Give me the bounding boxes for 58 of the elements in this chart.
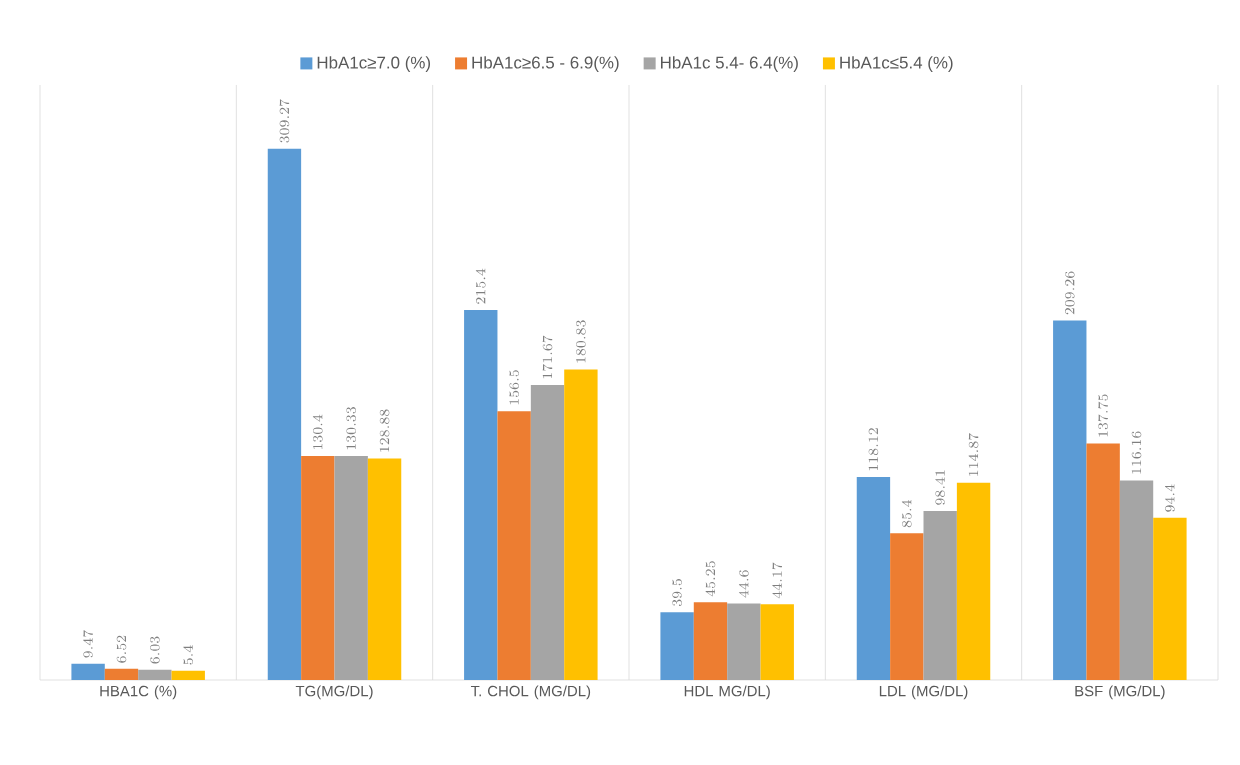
data-label: 39 . 5 <box>672 579 682 607</box>
x-tick-label: LDL (MG/DL) <box>879 685 968 700</box>
data-label: 114. 87 <box>968 433 979 476</box>
data-label: 156 . 5 <box>509 370 519 405</box>
data-label: 98 .41 <box>935 470 945 505</box>
bar <box>334 456 368 680</box>
data-label: 6 . 03 <box>150 636 160 664</box>
x-tick-label: HDL MG/DL) <box>684 685 770 700</box>
x-tick-label: HBA1C (%) <box>100 685 177 700</box>
bar <box>71 663 105 680</box>
bar <box>267 148 302 680</box>
data-label: 128 . 88 <box>379 409 390 452</box>
legend-label: HbA1c≥7.0 (%) <box>317 56 431 72</box>
legend-label: HbA1c≥6.5 - 6.9(%) <box>472 56 619 72</box>
data-label: 171 . 67 <box>542 335 553 379</box>
data-label: 137. 75 <box>1098 394 1108 437</box>
data-label: 130 .4 <box>312 414 323 450</box>
data-label: 45 . 25 <box>705 561 716 597</box>
data-label: 85 .4 <box>901 499 912 528</box>
data-label: 116 . 16 <box>1131 431 1142 474</box>
bar <box>956 482 991 680</box>
data-label: 130 . 33 <box>346 407 356 450</box>
data-label: 118 . 12 <box>868 428 879 471</box>
data-label: 44. 17 <box>772 562 783 599</box>
bar <box>367 458 402 680</box>
bar <box>564 369 598 680</box>
data-label: 209 . 26 <box>1065 271 1075 315</box>
bar <box>1119 480 1154 680</box>
data-label: 180 . 83 <box>576 320 586 363</box>
bar <box>530 385 565 680</box>
bar <box>1053 320 1087 680</box>
x-tick-label: TG(MG/DL) <box>295 685 373 700</box>
bar <box>760 604 794 680</box>
bar <box>856 477 891 680</box>
bar <box>497 411 531 680</box>
data-label: 44. 6 <box>738 570 749 598</box>
legend-label: HbA1c≤5.4 (%) <box>840 56 953 72</box>
bar <box>301 456 335 680</box>
data-label: 215 .4 <box>475 268 486 304</box>
data-label: 94.4 <box>1164 484 1175 512</box>
bar <box>660 612 694 680</box>
bar <box>464 309 498 680</box>
bar <box>104 668 139 680</box>
bar <box>727 603 761 680</box>
data-label: 6 . 52 <box>116 635 127 663</box>
bar <box>171 670 205 680</box>
bar <box>923 510 957 680</box>
data-label: 5 .4 <box>183 645 194 665</box>
bar <box>1153 517 1187 680</box>
bar <box>1086 443 1120 680</box>
x-tick-label: BSF (MG/DL) <box>1075 685 1165 700</box>
bar <box>693 602 728 680</box>
bar <box>138 669 172 680</box>
bar <box>890 533 924 680</box>
legend-label: HbA1c 5.4- 6.4(%) <box>661 56 798 72</box>
x-tick-label: T. CHOL (MG/DL) <box>470 685 591 700</box>
data-label: 9 .47 <box>83 630 93 658</box>
data-label: 309 . 27 <box>279 99 290 143</box>
